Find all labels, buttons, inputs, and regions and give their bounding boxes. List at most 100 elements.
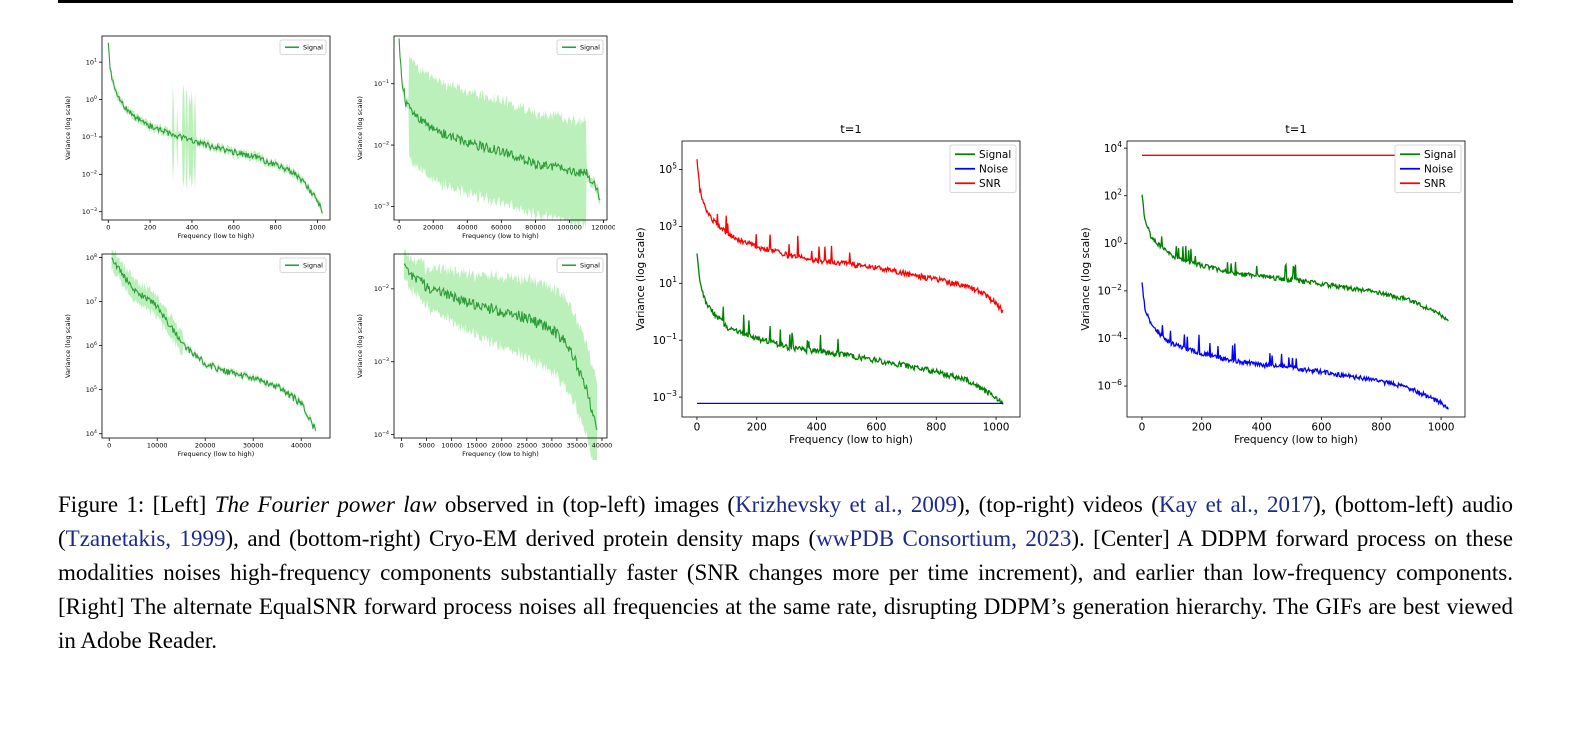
y-tick-label: 10−1 [82,132,97,141]
citation-link[interactable]: Krizhevsky et al., 2009 [735,492,957,517]
x-tick-label: 600 [1311,422,1331,434]
x-tick-label: 400 [1252,422,1272,434]
variance-band [399,33,601,229]
y-axis-label: Variance (log scale) [635,227,647,330]
x-tick-label: 100000 [557,224,582,232]
y-tick-label: 105 [659,161,677,176]
plot-frame [393,35,608,221]
x-tick-label: 0 [399,442,403,450]
x-axis-label: Frequency (low to high) [178,232,255,240]
x-tick-label: 35000 [567,442,588,450]
legend-box [556,257,604,273]
y-tick-label: 10−2 [82,170,97,179]
x-tick-label: 0 [107,442,111,450]
x-tick-label: 60000 [491,224,512,232]
caption-emphasis: The Fourier power law [214,492,437,517]
x-tick-label: 30000 [542,442,563,450]
x-axis-label: Frequency (low to high) [1234,434,1358,446]
y-tick-label: 100 [86,95,97,104]
caption-text: Figure 1: [Left] [58,492,215,517]
legend-label-noise: Noise [979,163,1008,175]
images-power-law-plot: 0 200 400 600 800 1000 10−3 10−2 10−1 100 101 Frequ… [64,35,331,240]
x-tick-label: 200 [144,224,156,232]
series-line-signal [696,253,1004,405]
citation-link[interactable]: wwPDB Consortium, 2023 [816,526,1072,551]
series-line-snr [696,159,1004,314]
series-line-signal [1141,194,1449,322]
y-tick-label: 10−2 [1097,283,1122,298]
y-tick-label: 105 [86,385,97,394]
equalsnr-forward-process-plot: t=1 0 200 400 600 800 1000 10−6 10−4 10−2 100 102 10… [1080,125,1466,446]
x-tick-label: 0 [106,224,110,232]
y-tick-label: 106 [86,341,97,350]
x-tick-label: 400 [186,224,198,232]
x-tick-label: 1000 [1428,422,1455,434]
x-tick-label: 0 [1139,422,1146,434]
citation-link[interactable]: Kay et al., 2017 [1158,492,1313,517]
y-tick-label: 10−1 [652,332,677,347]
x-tick-label: 20000 [195,442,216,450]
top-rule [58,0,1513,3]
cryo-em-power-law-plot: 0 5000 10000 15000 20000 25000 30000 35000 40000… [356,250,613,460]
x-tick-label: 20000 [491,442,512,450]
y-tick-label: 101 [86,57,97,66]
series-line-signal [398,38,601,201]
y-tick-label: 10−4 [374,430,389,439]
x-tick-label: 15000 [466,442,487,450]
caption-text: ), (bottom-left) audio ( [58,492,1514,551]
x-tick-label: 30000 [243,442,264,450]
audio-power-law-plot: 0 10000 20000 30000 40000 104 105 106 107 108 Freq… [64,250,331,458]
y-tick-label: 107 [86,297,97,306]
y-tick-label: 104 [86,429,97,438]
series-line-signal [107,42,323,214]
legend-box [1394,144,1462,193]
x-tick-label: 800 [1371,422,1391,434]
x-axis-label: Frequency (low to high) [462,450,539,458]
x-tick-label: 40000 [592,442,613,450]
chart-title: t=1 [840,125,861,136]
y-axis-label: Variance (log scale) [356,96,364,160]
legend-box [556,39,604,55]
plot-frame [1126,140,1466,418]
y-tick-label: 108 [86,253,97,262]
caption-text: ), (top-right) videos ( [956,492,1159,517]
legend-label-signal: Signal [580,44,600,52]
caption-text: ). [Center] A DDPM forward process on th… [58,526,1513,653]
legend-label-signal: Signal [303,44,323,52]
y-tick-label: 10−3 [652,389,677,404]
legend-box [279,257,327,273]
y-tick-label: 10−2 [374,284,389,293]
y-axis-label: Variance (log scale) [64,96,72,160]
x-tick-label: 10000 [441,442,462,450]
y-tick-label: 104 [1104,140,1122,155]
x-tick-label: 800 [269,224,281,232]
plot-frame [101,35,331,221]
x-tick-label: 200 [1192,422,1212,434]
citation-link[interactable]: Tzanetakis, 1999 [65,526,226,551]
legend-box [279,39,327,55]
x-tick-label: 25000 [516,442,537,450]
y-tick-label: 102 [1104,188,1122,203]
x-tick-label: 200 [747,422,767,434]
x-tick-label: 600 [228,224,240,232]
y-axis-label: Variance (log scale) [1080,227,1092,330]
legend-box [949,144,1017,193]
series-line-signal [111,257,317,431]
x-tick-label: 10000 [147,442,168,450]
plot-frame [393,253,608,439]
legend-label-signal: Signal [979,149,1011,161]
x-axis-label: Frequency (low to high) [789,434,913,446]
x-tick-label: 80000 [525,224,546,232]
x-tick-label: 800 [926,422,946,434]
x-tick-label: 1000 [983,422,1010,434]
legend-label-signal: Signal [303,262,323,270]
variance-band [404,250,597,460]
series-line-signal [404,263,598,431]
y-tick-label: 10−2 [374,140,389,149]
x-tick-label: 40000 [291,442,312,450]
legend-label-snr: SNR [1424,178,1446,190]
x-tick-label: 1000 [309,224,326,232]
chart-title: t=1 [1285,125,1306,136]
variance-band [108,40,323,217]
x-tick-label: 40000 [457,224,478,232]
